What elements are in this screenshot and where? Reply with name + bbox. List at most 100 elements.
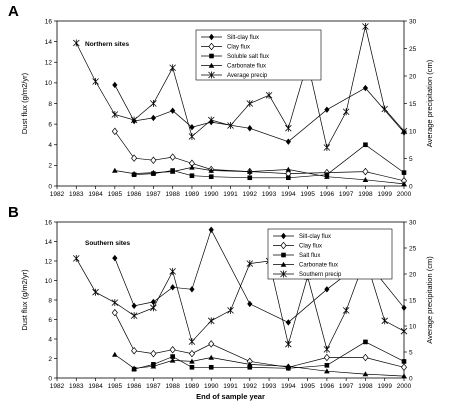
data-point: [381, 317, 389, 325]
data-point: [150, 363, 157, 369]
data-point: [189, 364, 195, 370]
x-axis: 1982 1983 1984 1985 1986 1987 1988 1989 1990 1991…: [50, 186, 412, 198]
data-point: [285, 319, 291, 326]
legend-entry: Carbonate flux: [201, 62, 266, 70]
y2-tick-label: 25: [409, 46, 417, 53]
data-point: [150, 100, 157, 107]
data-point: [401, 170, 407, 175]
legend-label: Silt-clay flux: [227, 35, 259, 41]
x-tick-label: 1996: [320, 383, 335, 390]
data-point: [246, 260, 254, 268]
x-tick-label: 1983: [69, 383, 84, 390]
y2-tick-label: 30: [409, 18, 417, 25]
series-line: [134, 341, 405, 370]
data-point: [285, 363, 292, 369]
y2-tick-label: 20: [409, 73, 417, 80]
data-point: [189, 358, 195, 364]
y-tick-label: 10: [45, 278, 53, 285]
data-point: [188, 349, 195, 358]
data-point: [92, 288, 99, 296]
data-point: [400, 363, 408, 372]
y2-axis-label: Average precipitation (cm): [425, 59, 434, 147]
x-tick-label: 1996: [320, 191, 335, 198]
data-point: [131, 154, 138, 162]
y2-tick-label: 15: [409, 101, 417, 108]
data-point: [323, 353, 330, 362]
series-line: [114, 131, 405, 182]
series-clay-flux: [111, 308, 408, 372]
data-point: [208, 174, 214, 180]
x-tick-label: 1989: [185, 383, 200, 390]
legend-label: Silt-clay flux: [299, 234, 331, 240]
x-tick-label: 1998: [358, 383, 373, 390]
legend-swatch-marker: [208, 71, 215, 79]
data-point: [227, 306, 234, 314]
y-axis-label: Dust flux (g/m2/yr): [20, 72, 29, 134]
data-point: [401, 373, 407, 379]
data-point: [72, 254, 80, 262]
data-point: [150, 349, 157, 358]
data-point: [400, 127, 408, 135]
data-point: [111, 127, 118, 136]
y-axis-right: 0 5 10 15 20 25 30: [404, 18, 417, 190]
series-average-precip: [72, 23, 408, 151]
x-tick-label: 1993: [262, 191, 277, 198]
data-point: [169, 168, 176, 174]
data-point: [92, 78, 99, 85]
site-label: Southern sites: [85, 240, 131, 247]
data-point: [247, 175, 253, 181]
y-tick-label: 4: [48, 336, 52, 343]
data-point: [401, 304, 407, 311]
data-point: [401, 359, 407, 364]
panel-letter: A: [8, 3, 19, 20]
x-tick-label: 1994: [281, 191, 296, 198]
data-point: [247, 300, 253, 308]
data-point: [324, 286, 330, 293]
data-point: [208, 354, 215, 360]
data-point: [131, 170, 137, 176]
data-point: [111, 111, 119, 118]
y-axis-right: 0 5 10 15 20 25 30: [404, 219, 417, 382]
data-point: [207, 317, 215, 325]
x-tick-label: 1991: [223, 383, 238, 390]
x-tick-label: 1987: [146, 191, 161, 198]
legend-label: Average precip: [227, 73, 268, 79]
data-point: [72, 39, 80, 47]
legend-entry: Clay flux: [273, 241, 322, 250]
data-point: [285, 138, 291, 145]
x-tick-label: 2000: [397, 191, 412, 198]
x-tick-label: 1984: [88, 191, 103, 198]
data-point: [189, 124, 195, 131]
x-tick-label: 1995: [300, 383, 315, 390]
data-point: [323, 345, 331, 353]
data-point: [265, 91, 273, 99]
legend-entry: Silt-clay flux: [273, 232, 331, 240]
series-carbonate-flux: [112, 164, 407, 187]
data-point: [169, 153, 176, 161]
data-point: [112, 351, 118, 357]
data-point: [342, 108, 350, 116]
data-point: [207, 116, 215, 124]
data-point: [131, 302, 137, 310]
data-point: [362, 84, 369, 92]
x-tick-label: 1988: [165, 383, 180, 390]
legend-swatch-marker: [280, 241, 287, 250]
data-point: [208, 226, 214, 233]
legend-label: Salt flux: [299, 253, 320, 259]
data-point: [112, 167, 118, 173]
data-point: [324, 106, 330, 113]
data-point: [323, 144, 331, 151]
data-point: [362, 353, 369, 362]
y2-tick-label: 30: [409, 219, 417, 226]
data-point: [324, 173, 330, 179]
legend: Silt-clay flux Clay flux Soluble salt flux…: [195, 29, 322, 81]
legend-swatch-marker: [208, 33, 215, 41]
legend: Silt-clay flux Clay flux Salt flux Carbonat…: [267, 228, 393, 280]
x-tick-label: 1985: [108, 191, 123, 198]
x-tick-label: 1989: [185, 191, 200, 198]
legend-label: Clay flux: [227, 45, 250, 51]
x-tick-label: 1982: [50, 191, 65, 198]
legend-label: Carbonate flux: [299, 263, 338, 269]
y-tick-label: 6: [48, 317, 52, 324]
